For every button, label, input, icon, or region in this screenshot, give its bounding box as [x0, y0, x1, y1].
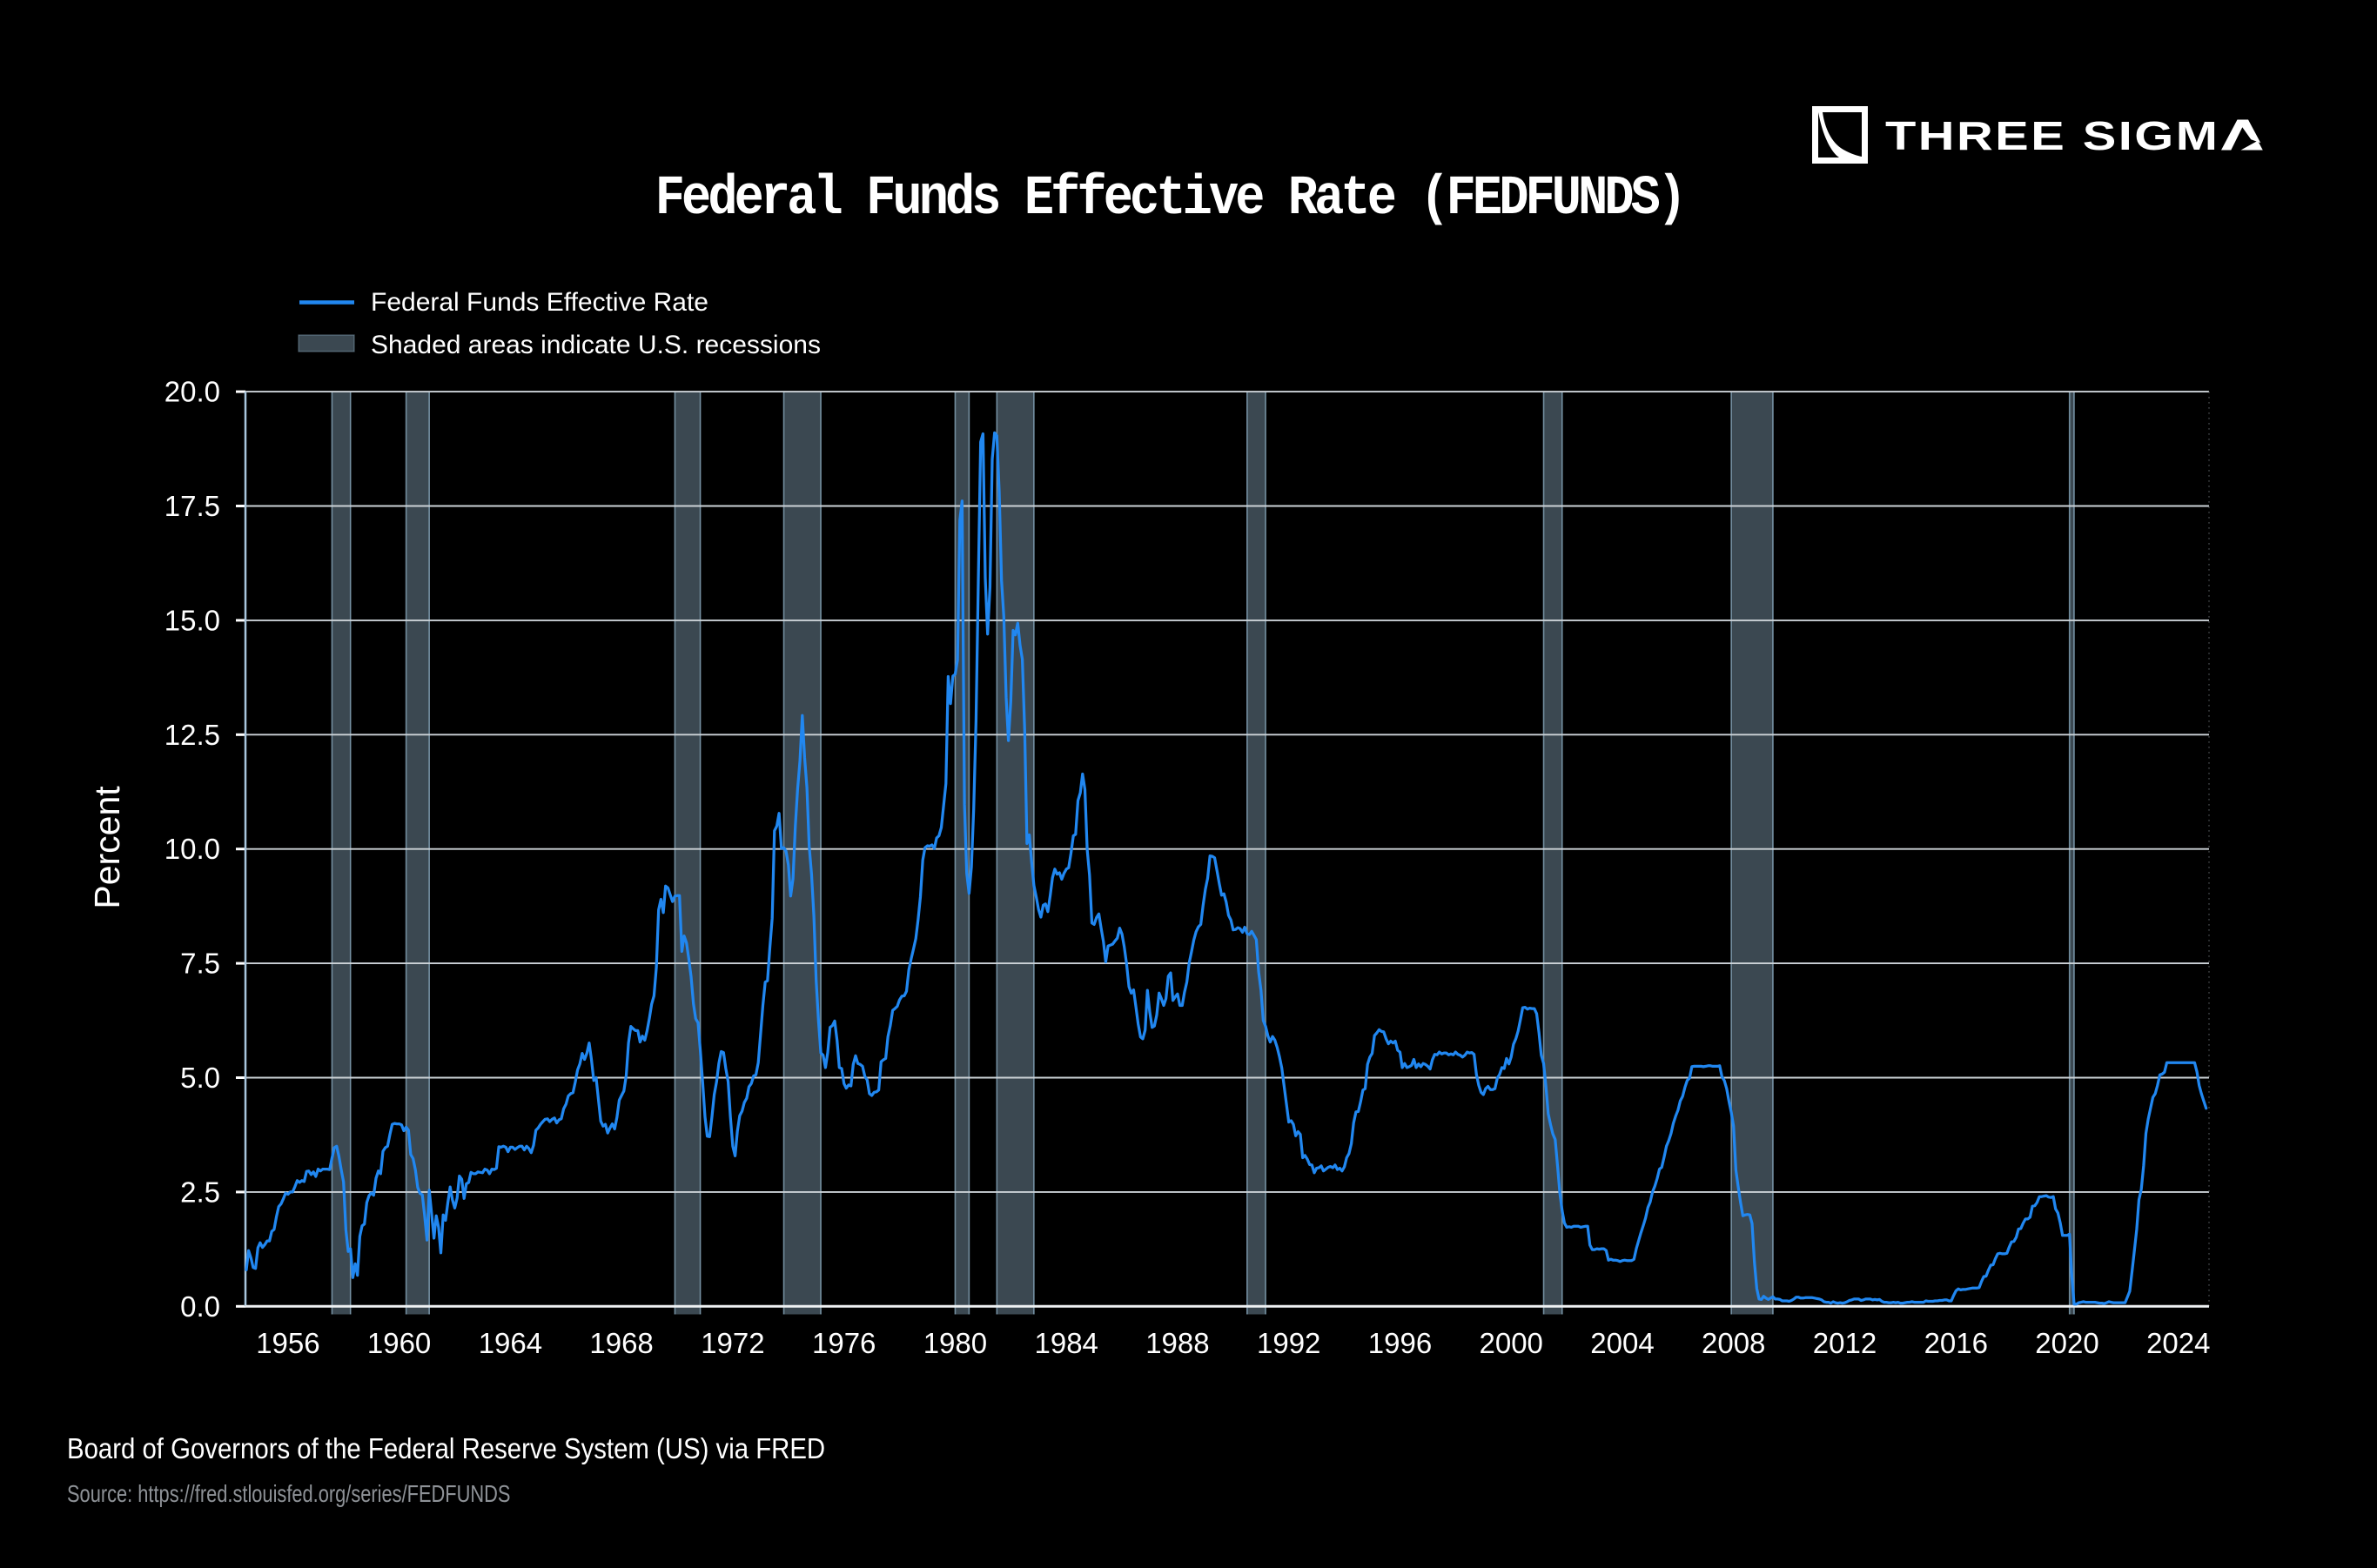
svg-text:1956: 1956	[256, 1327, 319, 1359]
svg-text:Shaded areas indicate U.S. rec: Shaded areas indicate U.S. recessions	[371, 331, 821, 359]
svg-text:1980: 1980	[923, 1327, 987, 1359]
svg-text:Percent: Percent	[87, 786, 127, 909]
svg-text:THREE SIGM: THREE SIGM	[1885, 113, 2219, 158]
svg-text:2012: 2012	[1813, 1327, 1877, 1359]
svg-text:2000: 2000	[1479, 1327, 1542, 1359]
svg-text:1984: 1984	[1034, 1327, 1098, 1359]
svg-text:7.5: 7.5	[180, 948, 220, 980]
svg-text:20.0: 20.0	[165, 376, 220, 408]
svg-text:1960: 1960	[367, 1327, 431, 1359]
svg-text:2008: 2008	[1702, 1327, 1765, 1359]
svg-text:Source: https://fred.stlouisfe: Source: https://fred.stlouisfed.org/seri…	[67, 1480, 510, 1507]
svg-text:Board of Governors of the Fede: Board of Governors of the Federal Reserv…	[67, 1432, 825, 1464]
svg-text:10.0: 10.0	[165, 833, 220, 865]
svg-text:1972: 1972	[701, 1327, 764, 1359]
svg-text:1968: 1968	[589, 1327, 653, 1359]
svg-text:Federal Funds Effective Rate (: Federal Funds Effective Rate (FEDFUNDS)	[655, 168, 1684, 231]
svg-text:2016: 2016	[1924, 1327, 1988, 1359]
svg-text:Federal Funds Effective Rate: Federal Funds Effective Rate	[371, 288, 708, 317]
svg-text:2024: 2024	[2146, 1327, 2210, 1359]
svg-text:2.5: 2.5	[180, 1176, 220, 1208]
svg-text:15.0: 15.0	[165, 604, 220, 636]
svg-text:2020: 2020	[2035, 1327, 2098, 1359]
svg-text:1964: 1964	[479, 1327, 542, 1359]
svg-text:1996: 1996	[1368, 1327, 1432, 1359]
svg-text:0.0: 0.0	[180, 1290, 220, 1323]
svg-text:17.5: 17.5	[165, 490, 220, 522]
svg-text:5.0: 5.0	[180, 1062, 220, 1094]
svg-text:1988: 1988	[1145, 1327, 1209, 1359]
svg-text:1992: 1992	[1257, 1327, 1320, 1359]
svg-text:12.5: 12.5	[165, 719, 220, 751]
svg-text:1976: 1976	[812, 1327, 876, 1359]
svg-text:2004: 2004	[1590, 1327, 1654, 1359]
